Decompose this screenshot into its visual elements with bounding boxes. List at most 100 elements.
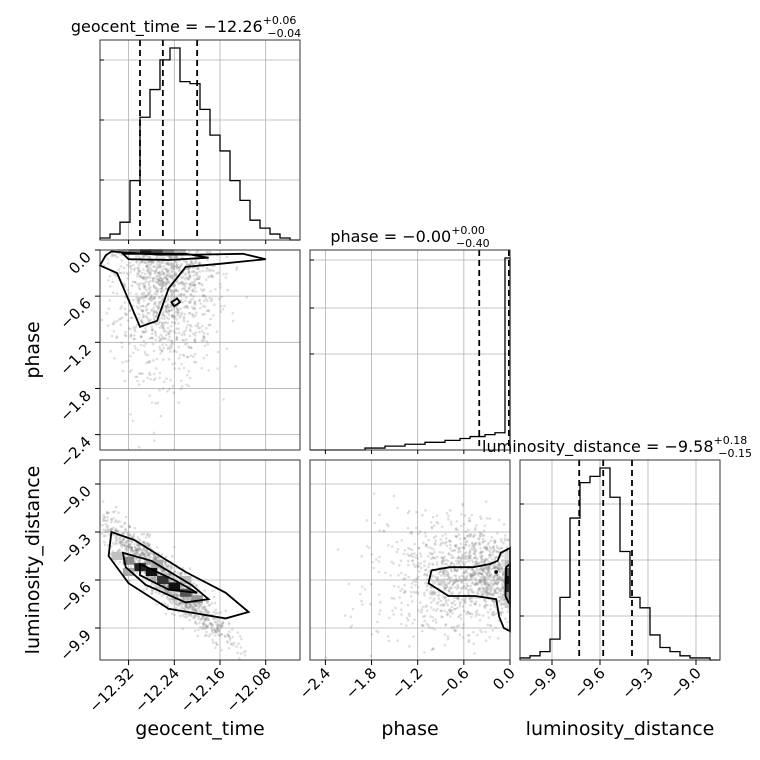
sample-point [464, 569, 468, 573]
sample-point [171, 384, 175, 388]
sample-point [472, 551, 476, 554]
sample-point [167, 317, 171, 321]
sample-point [192, 307, 195, 311]
sample-point [198, 326, 202, 330]
sample-point [175, 600, 179, 604]
sample-point [480, 630, 484, 634]
sample-point [110, 252, 114, 256]
sample-point [419, 610, 423, 614]
sample-point [461, 504, 465, 507]
sample-point [208, 603, 212, 607]
sample-point [151, 328, 154, 332]
sample-point [163, 560, 167, 563]
sample-point [473, 602, 476, 606]
sample-point [193, 307, 197, 311]
sample-point [185, 260, 188, 264]
sample-point [147, 268, 150, 272]
sample-point [102, 516, 105, 520]
sample-point [406, 526, 410, 530]
sample-point [133, 337, 136, 341]
sample-point [187, 597, 191, 600]
sample-point [440, 560, 444, 563]
density-bin [122, 568, 135, 576]
sample-point [485, 590, 489, 594]
sample-point [470, 567, 474, 571]
sample-point [150, 582, 154, 586]
sample-point [180, 333, 184, 336]
sample-point [457, 586, 460, 589]
sample-point [404, 624, 408, 627]
sample-point [197, 299, 201, 303]
sample-point [465, 574, 469, 578]
sample-point [158, 388, 161, 392]
sample-point [115, 536, 119, 539]
sample-point [144, 552, 147, 556]
sample-point [174, 273, 177, 277]
sample-point [104, 523, 108, 526]
sample-point [135, 543, 139, 547]
sample-point [501, 585, 504, 588]
sample-point [444, 572, 448, 575]
sample-point [456, 585, 459, 588]
sample-point [457, 556, 461, 560]
sample-point [149, 273, 152, 277]
sample-point [383, 529, 386, 533]
sample-point [205, 353, 209, 357]
sample-point [125, 548, 129, 551]
sample-point [186, 607, 190, 611]
sample-point [144, 555, 147, 558]
sample-point [193, 360, 196, 364]
sample-point [373, 521, 377, 525]
sample-point [154, 578, 157, 582]
sample-point [173, 600, 176, 604]
sample-point [172, 315, 176, 319]
sample-point [402, 591, 406, 595]
sample-point [433, 628, 437, 631]
sample-point [444, 623, 448, 626]
sample-point [486, 543, 490, 547]
sample-point [498, 599, 502, 603]
sample-point [147, 260, 151, 264]
sample-point [169, 564, 173, 567]
sample-point [443, 644, 447, 647]
sample-point [400, 608, 403, 611]
sample-point [200, 606, 204, 609]
sample-point [145, 264, 148, 267]
sample-point [413, 542, 417, 546]
sample-point [136, 548, 140, 552]
sample-point [148, 337, 152, 340]
sample-point [480, 568, 484, 571]
sample-point [147, 552, 151, 556]
sample-point [425, 578, 429, 581]
sample-point [165, 273, 169, 277]
sample-point [213, 601, 217, 605]
sample-point [422, 541, 425, 545]
sample-point [205, 309, 209, 313]
sample-point [155, 357, 159, 361]
sample-point [102, 528, 106, 532]
sample-point [443, 586, 446, 590]
sample-point [396, 506, 399, 510]
sample-point [214, 608, 218, 612]
sample-point [474, 611, 478, 614]
sample-point [481, 534, 485, 537]
sample-point [452, 625, 456, 629]
sample-point [147, 542, 151, 546]
sample-point [210, 602, 214, 605]
sample-point [170, 597, 174, 601]
sample-point [161, 327, 165, 330]
sample-point [436, 601, 440, 604]
sample-point [174, 288, 178, 292]
sample-point [205, 624, 208, 628]
sample-point [481, 541, 485, 544]
sample-point [498, 595, 502, 598]
sample-point [186, 320, 189, 323]
sample-point [175, 594, 178, 598]
sample-point [189, 285, 192, 288]
sample-point [480, 555, 483, 559]
sample-point [209, 274, 212, 278]
sample-point [188, 376, 192, 380]
sample-point [205, 625, 209, 629]
sample-point [170, 262, 174, 265]
sample-point [160, 316, 163, 320]
